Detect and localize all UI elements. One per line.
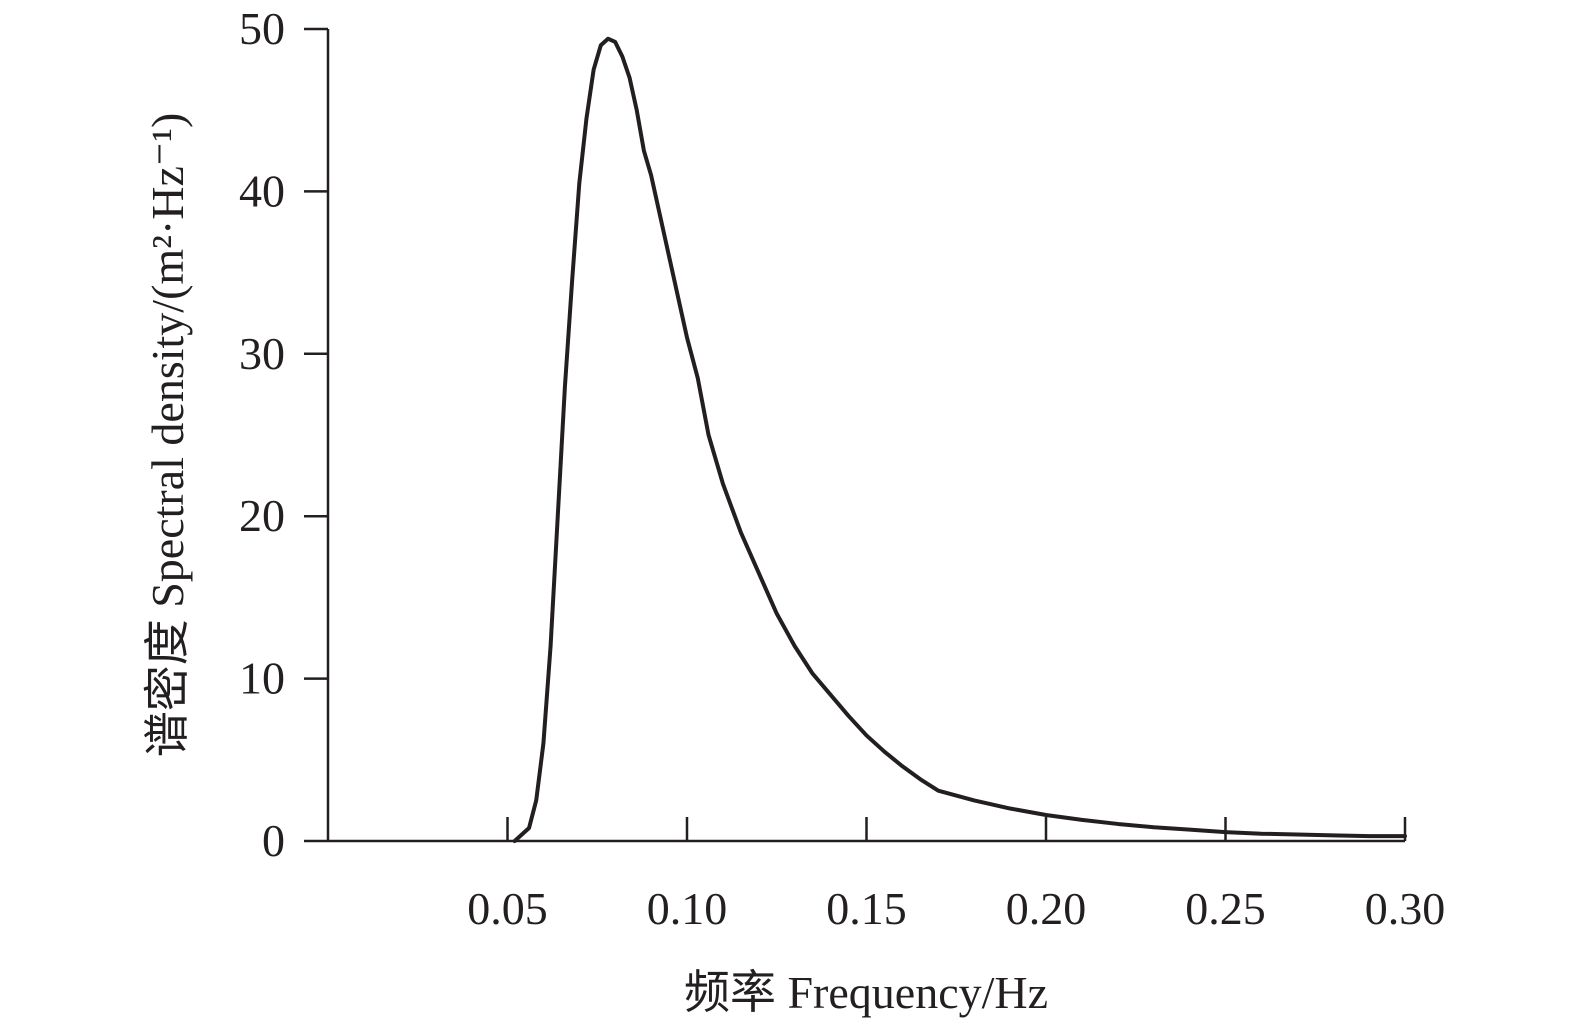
y-tick-label: 0 [262,815,285,866]
x-ticks: 0.05 0.10 0.15 0.20 0.25 0.30 [467,817,1445,934]
y-ticks: 0 10 20 30 40 50 [239,3,328,866]
axes [326,29,1405,843]
y-tick-label: 20 [239,490,285,541]
x-tick-label: 0.25 [1185,883,1266,934]
x-tick-label: 0.30 [1365,883,1446,934]
x-tick-label: 0.10 [647,883,728,934]
spectral-density-line [512,36,1407,843]
y-tick-label: 10 [239,653,285,704]
x-tick-label: 0.15 [826,883,907,934]
x-axis-title: 频率 Frequency/Hz [684,967,1048,1018]
y-axis-title: 谱密度 Spectral density/(m²·Hz⁻¹) [142,113,193,758]
y-tick-label: 40 [239,165,285,216]
y-tick-label: 30 [239,328,285,379]
x-tick-label: 0.20 [1006,883,1087,934]
x-tick-label: 0.05 [467,883,548,934]
y-tick-label: 50 [239,3,285,54]
